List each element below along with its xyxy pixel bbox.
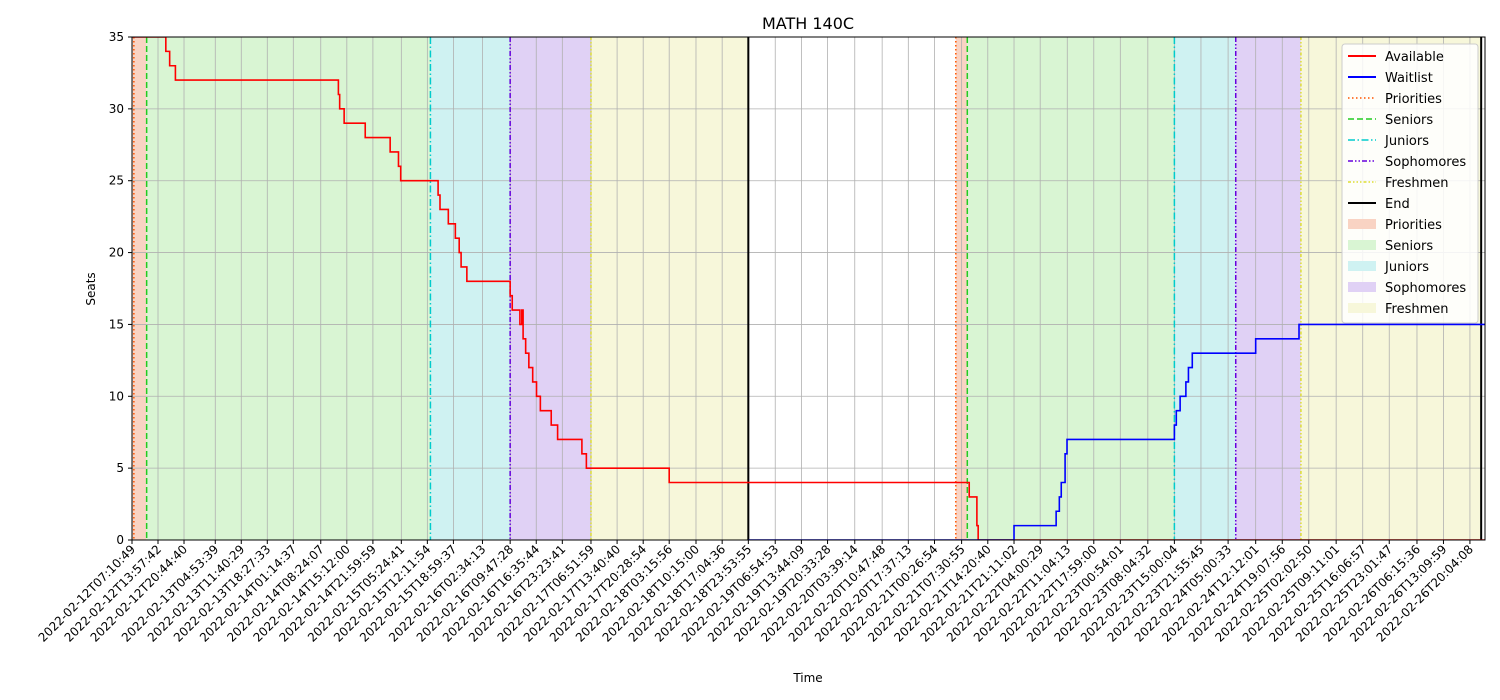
- legend-label: Available: [1385, 50, 1444, 65]
- legend-box: [1341, 43, 1479, 324]
- legend-label: Juniors: [1384, 134, 1429, 149]
- legend-swatch-patch: [1348, 219, 1376, 229]
- legend-label: Sophomores: [1385, 155, 1466, 170]
- y-axis-label: Seats: [84, 272, 98, 305]
- y-tick-label: 10: [109, 389, 124, 403]
- y-tick-label: 30: [109, 102, 124, 116]
- legend-label: Seniors: [1385, 113, 1433, 128]
- phase-span-seniors-1: [146, 37, 431, 540]
- legend-label: Priorities: [1385, 92, 1442, 107]
- legend-swatch-patch: [1348, 240, 1376, 250]
- phase-span-seniors-2: [967, 37, 1175, 540]
- phase-span-sophomores-1: [510, 37, 591, 540]
- y-tick-label: 25: [109, 174, 124, 188]
- legend-swatch-patch: [1348, 261, 1376, 271]
- series-line-available: [132, 37, 1485, 540]
- legend-label: Waitlist: [1385, 71, 1433, 86]
- phase-span-priorities-1: [132, 37, 147, 540]
- y-tick-label: 20: [109, 246, 124, 260]
- x-axis-label: Time: [792, 671, 822, 685]
- phase-span-juniors-1: [430, 37, 511, 540]
- plot-area: 051015202530352022-02-12T07:10:492022-02…: [36, 30, 1486, 645]
- y-tick-label: 15: [109, 317, 124, 331]
- legend-label: Juniors: [1384, 260, 1429, 275]
- legend-label: Freshmen: [1385, 176, 1449, 191]
- phase-span-juniors-2: [1174, 37, 1236, 540]
- legend-label: End: [1385, 197, 1410, 212]
- plot-frame: [131, 36, 1486, 541]
- phase-span-sophomores-2: [1235, 37, 1301, 540]
- legend-label: Seniors: [1385, 239, 1433, 254]
- legend-label: Priorities: [1385, 218, 1442, 233]
- phase-span-freshmen-1: [590, 37, 749, 540]
- legend-label: Freshmen: [1385, 302, 1449, 317]
- legend-swatch-patch: [1348, 303, 1376, 313]
- y-tick-label: 35: [109, 30, 124, 44]
- legend-swatch-patch: [1348, 282, 1376, 292]
- y-tick-label: 0: [116, 533, 124, 547]
- chart-title: MATH 140C: [762, 14, 854, 33]
- y-tick-label: 5: [116, 461, 124, 475]
- series-line-waitlist: [748, 323, 1485, 540]
- legend: Available Waitlist Priorities Seniors Junior…: [1341, 43, 1479, 324]
- legend-label: Sophomores: [1385, 281, 1466, 296]
